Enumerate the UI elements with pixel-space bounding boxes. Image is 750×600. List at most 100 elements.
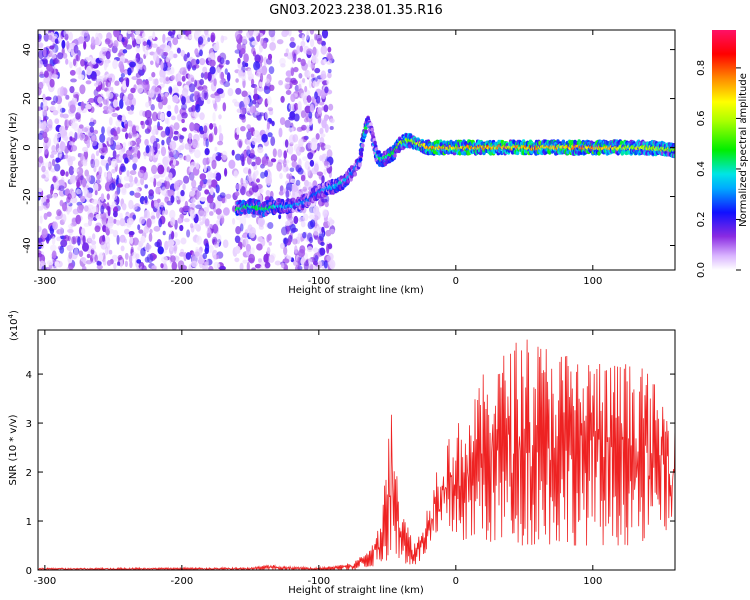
noise-speckle <box>184 143 191 150</box>
noise-speckle <box>174 104 179 114</box>
noise-speckle <box>41 198 45 203</box>
noise-speckle <box>136 78 143 86</box>
noise-speckle <box>134 192 141 199</box>
noise-speckle <box>307 166 311 177</box>
noise-speckle <box>241 36 247 45</box>
noise-speckle <box>261 133 268 143</box>
noise-speckle <box>219 213 225 218</box>
noise-speckle <box>235 78 239 83</box>
noise-speckle <box>207 171 214 180</box>
noise-speckle <box>211 159 217 170</box>
noise-speckle <box>280 95 285 103</box>
noise-speckle <box>151 71 156 78</box>
noise-speckle <box>283 246 288 256</box>
noise-speckle <box>263 56 268 66</box>
noise-speckle <box>68 141 75 146</box>
noise-speckle <box>185 252 192 260</box>
noise-speckle <box>251 137 257 146</box>
noise-speckle <box>284 139 289 148</box>
noise-speckle <box>264 78 270 84</box>
noise-speckle <box>170 75 175 81</box>
noise-speckle <box>186 229 191 238</box>
noise-speckle <box>327 243 333 250</box>
noise-speckle <box>122 142 127 148</box>
noise-speckle <box>183 175 190 184</box>
noise-speckle <box>109 183 116 191</box>
noise-speckle <box>113 210 118 218</box>
noise-speckle <box>93 165 97 173</box>
noise-speckle <box>41 165 46 173</box>
figure-title: GN03.2023.238.01.35.R16 <box>269 3 443 18</box>
noise-speckle <box>326 79 330 85</box>
noise-speckle <box>40 240 45 250</box>
noise-speckle <box>38 225 42 233</box>
noise-speckle <box>214 94 221 103</box>
noise-speckle <box>106 260 112 266</box>
noise-speckle <box>127 67 132 76</box>
noise-speckle <box>47 118 53 129</box>
noise-speckle <box>91 136 98 147</box>
noise-speckle <box>173 238 181 246</box>
noise-speckle <box>215 41 220 50</box>
noise-speckle <box>51 145 56 152</box>
noise-speckle <box>292 259 298 266</box>
noise-speckle <box>43 76 51 84</box>
noise-speckle <box>88 219 92 227</box>
noise-speckle <box>300 110 306 119</box>
noise-speckle <box>303 99 308 105</box>
noise-speckle <box>39 71 44 76</box>
noise-speckle <box>188 167 193 173</box>
noise-speckle <box>318 101 325 106</box>
noise-speckle <box>306 246 313 253</box>
noise-speckle <box>95 150 100 157</box>
noise-speckle <box>318 142 325 148</box>
noise-speckle <box>199 58 206 66</box>
noise-speckle <box>209 66 216 75</box>
noise-speckle <box>112 99 119 108</box>
noise-speckle <box>174 231 178 238</box>
noise-speckle <box>91 57 97 65</box>
noise-speckle <box>171 230 175 240</box>
noise-speckle <box>266 247 271 254</box>
spectrogram-y-label: Frequency (Hz) <box>8 112 19 188</box>
noise-speckle <box>151 111 158 122</box>
noise-speckle <box>323 104 329 113</box>
noise-speckle <box>52 33 58 39</box>
noise-speckle <box>212 112 216 122</box>
noise-speckle <box>90 244 97 251</box>
noise-speckle <box>193 122 200 131</box>
noise-speckle <box>297 57 302 63</box>
noise-speckle <box>167 66 171 73</box>
noise-speckle <box>61 213 67 223</box>
noise-speckle <box>119 212 123 220</box>
noise-speckle <box>152 31 156 40</box>
noise-speckle <box>238 30 243 34</box>
noise-speckle <box>101 126 105 135</box>
noise-speckle <box>203 165 207 173</box>
noise-speckle <box>106 193 110 200</box>
noise-speckle <box>132 214 136 220</box>
noise-speckle <box>149 176 155 183</box>
noise-speckle <box>326 149 333 159</box>
noise-speckle <box>39 260 45 266</box>
noise-speckle <box>123 95 128 103</box>
noise-speckle <box>52 175 57 183</box>
noise-speckle <box>167 31 173 37</box>
noise-speckle <box>140 176 145 186</box>
noise-speckle <box>287 145 294 155</box>
noise-speckle <box>137 224 141 231</box>
noise-speckle <box>189 209 196 219</box>
noise-speckle <box>327 46 332 53</box>
noise-speckle <box>197 36 204 45</box>
noise-speckle <box>268 254 275 263</box>
noise-speckle <box>57 104 63 114</box>
noise-speckle <box>103 105 109 111</box>
noise-speckle <box>82 242 89 252</box>
noise-speckle <box>136 61 140 72</box>
noise-speckle <box>307 140 313 150</box>
noise-speckle <box>199 79 205 86</box>
noise-speckle <box>46 211 52 217</box>
noise-speckle <box>52 193 58 199</box>
noise-speckle <box>137 169 145 179</box>
noise-speckle <box>250 154 257 160</box>
